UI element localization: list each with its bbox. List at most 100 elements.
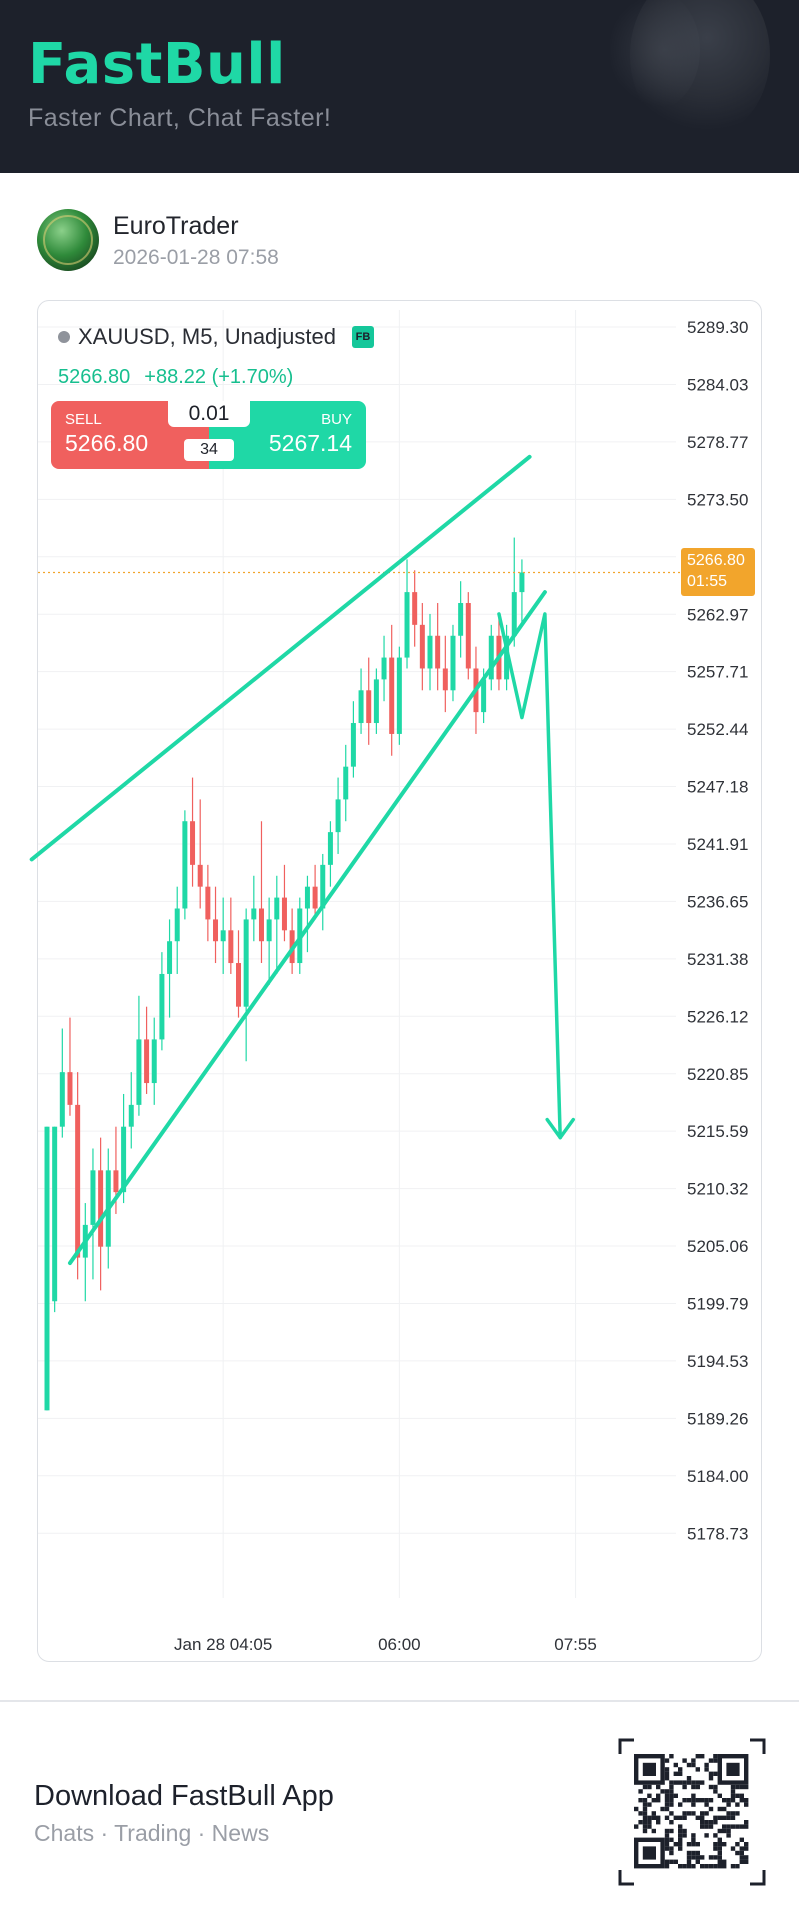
- qr-module: [647, 1793, 652, 1798]
- qr-module: [642, 1784, 648, 1790]
- qr-module: [708, 1855, 714, 1860]
- y-tick-label: 5184.00: [687, 1467, 748, 1486]
- candle-body: [358, 690, 364, 724]
- qr-module: [686, 1762, 692, 1768]
- qr-module: [722, 1859, 727, 1864]
- candle-body: [113, 1170, 119, 1193]
- candle-body: [128, 1104, 134, 1127]
- qr-module: [651, 1815, 656, 1820]
- qr-module: [691, 1837, 696, 1842]
- qr-module: [704, 1762, 709, 1768]
- qr-module: [647, 1820, 652, 1825]
- y-tick-label: 5178.73: [687, 1524, 748, 1543]
- candle-body: [213, 919, 219, 942]
- qr-module: [669, 1789, 674, 1794]
- x-tick-label: Jan 28 04:05: [174, 1635, 272, 1654]
- y-tick-label: 5199.79: [687, 1295, 748, 1314]
- candle-body: [427, 635, 433, 669]
- qr-module: [713, 1771, 718, 1776]
- qr-module: [678, 1780, 683, 1785]
- qr-module: [638, 1820, 643, 1825]
- qr-module: [660, 1806, 665, 1812]
- qr-module: [735, 1802, 740, 1807]
- qr-module: [713, 1842, 718, 1847]
- price-change-row: 5266.80 +88.22 (+1.70%): [58, 366, 307, 389]
- qr-module: [695, 1767, 700, 1772]
- author-name[interactable]: EuroTrader: [113, 212, 239, 240]
- candle-body: [266, 919, 272, 942]
- candle-body: [136, 1039, 142, 1105]
- candle-body: [220, 930, 226, 942]
- qr-module: [669, 1828, 674, 1834]
- qr-code-icon[interactable]: [618, 1738, 766, 1886]
- qr-module: [682, 1811, 687, 1816]
- x-tick-label: 07:55: [554, 1635, 597, 1654]
- qr-frame: [618, 1738, 766, 1886]
- qr-module: [700, 1815, 705, 1820]
- qr-module: [664, 1793, 670, 1798]
- qr-module: [664, 1806, 670, 1812]
- candle-body: [274, 897, 280, 920]
- qr-module: [664, 1771, 670, 1776]
- qr-module: [713, 1846, 718, 1851]
- qr-module: [708, 1820, 714, 1825]
- candlestick-chart: 5289.305284.035278.775273.505268.245262.…: [29, 310, 748, 1654]
- qr-module: [664, 1776, 670, 1781]
- qr-module: [682, 1784, 687, 1790]
- qr-module: [673, 1771, 678, 1776]
- qr-module: [717, 1806, 722, 1812]
- qr-module: [713, 1754, 718, 1759]
- qr-module: [726, 1833, 731, 1838]
- candle-body: [504, 635, 510, 680]
- qr-module: [691, 1798, 696, 1803]
- candle-body: [327, 832, 333, 865]
- qr-module: [673, 1859, 678, 1864]
- candle-body: [190, 821, 196, 865]
- candle-body: [151, 1039, 157, 1084]
- qr-module: [739, 1837, 744, 1842]
- qr-module: [708, 1784, 714, 1790]
- candle-body: [450, 635, 456, 691]
- qr-module: [678, 1815, 683, 1820]
- candle-body: [243, 919, 249, 1007]
- qr-module: [695, 1784, 700, 1790]
- qr-module: [682, 1828, 687, 1834]
- qr-module: [695, 1850, 700, 1856]
- y-tick-label: 5257.71: [687, 663, 748, 682]
- candle-body: [396, 657, 402, 734]
- qr-module: [686, 1811, 692, 1816]
- candle-body: [511, 592, 517, 636]
- qr-module: [695, 1855, 700, 1860]
- qr-module: [634, 1806, 639, 1812]
- qr-module: [673, 1842, 678, 1847]
- qr-module: [704, 1767, 709, 1772]
- qr-module: [669, 1798, 674, 1803]
- qr-module: [656, 1793, 661, 1798]
- trendline-lower: [67, 590, 547, 1266]
- qr-module: [669, 1837, 674, 1842]
- qr-module: [700, 1798, 705, 1803]
- y-tick-label: 5220.85: [687, 1065, 748, 1084]
- qr-module: [686, 1842, 692, 1847]
- qr-module: [708, 1776, 714, 1781]
- candle-body: [458, 603, 464, 636]
- qr-module: [686, 1859, 692, 1864]
- qr-module: [730, 1798, 736, 1803]
- fb-badge-icon: FB: [352, 326, 374, 348]
- qr-module: [730, 1824, 736, 1829]
- qr-module: [678, 1771, 683, 1776]
- qr-module: [678, 1767, 683, 1772]
- qr-module: [708, 1798, 714, 1803]
- author-avatar[interactable]: [37, 209, 99, 271]
- qr-module: [634, 1824, 639, 1829]
- qr-module: [739, 1846, 744, 1851]
- qr-module: [695, 1780, 700, 1785]
- lot-size-input[interactable]: 0.01: [168, 401, 250, 427]
- qr-module: [642, 1824, 648, 1829]
- qr-module: [726, 1802, 731, 1807]
- qr-module: [717, 1850, 722, 1856]
- brand-logo: FastBull: [28, 32, 286, 97]
- qr-module: [673, 1815, 678, 1820]
- candle-body: [182, 821, 188, 909]
- qr-module: [695, 1798, 700, 1803]
